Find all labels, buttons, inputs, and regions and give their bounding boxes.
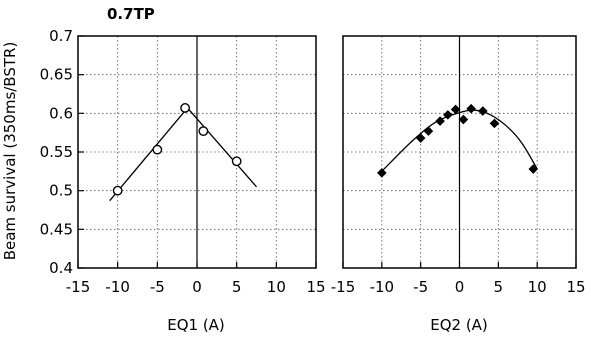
chart-title: 0.7TP <box>107 5 155 23</box>
panel1-y-tick-label: 0.4 <box>49 259 73 277</box>
panel1-x-tick-label: -15 <box>66 278 91 296</box>
panel2-data-point <box>528 164 539 174</box>
panel2-data-point <box>478 106 488 116</box>
panel1-x-tick-label: 15 <box>306 278 325 296</box>
panel1-fit-line <box>109 106 257 202</box>
panel2-x-tick-label: 5 <box>494 278 504 296</box>
panel2-data-point <box>443 110 453 120</box>
panel1-y-tick-label: 0.45 <box>40 220 73 238</box>
panel1-x-tick-label: 0 <box>192 278 202 296</box>
panel2-x-tick-label: -15 <box>331 278 356 296</box>
panel1-x-tick-label: 5 <box>232 278 242 296</box>
panel1-x-tick-label: -5 <box>150 278 165 296</box>
panel2-x-tick-label: 10 <box>528 278 547 296</box>
panel2-x-tick-label: 15 <box>566 278 585 296</box>
panel1-y-tick-label: 0.5 <box>49 182 73 200</box>
panel2-data-point <box>435 116 445 126</box>
panel2-data-point <box>423 126 434 136</box>
panel1-y-tick-label: 0.6 <box>49 104 73 122</box>
panel2-data-point <box>377 168 387 178</box>
panel2-data-point <box>489 118 500 129</box>
y-axis-label: Beam survival (350ms/BSTR) <box>1 42 19 261</box>
panel1-data-point <box>198 126 209 137</box>
panel1-y-tick-label: 0.55 <box>40 143 73 161</box>
panel1-x-tick-label: 10 <box>267 278 286 296</box>
panel1-data-point <box>152 144 163 155</box>
panel1-data-point <box>112 185 123 196</box>
panel2-x-tick-label: -10 <box>370 278 395 296</box>
panel2-x-tick-label: -5 <box>413 278 428 296</box>
panel2-x-tick-label: 0 <box>455 278 465 296</box>
panel1-y-tick-label: 0.65 <box>40 66 73 84</box>
x-axis-label-right: EQ2 (A) <box>430 316 488 334</box>
panel2-data-point <box>450 104 461 115</box>
panel2-data-point <box>415 133 426 143</box>
panel1-y-tick-label: 0.7 <box>49 27 73 45</box>
panel2-data-point <box>466 103 476 114</box>
panel1-data-point <box>180 103 191 113</box>
panel2-data-point <box>458 114 469 125</box>
x-axis-label-left: EQ1 (A) <box>167 316 225 334</box>
panel1-data-point <box>231 156 242 167</box>
panel1-x-tick-label: -10 <box>105 278 130 296</box>
